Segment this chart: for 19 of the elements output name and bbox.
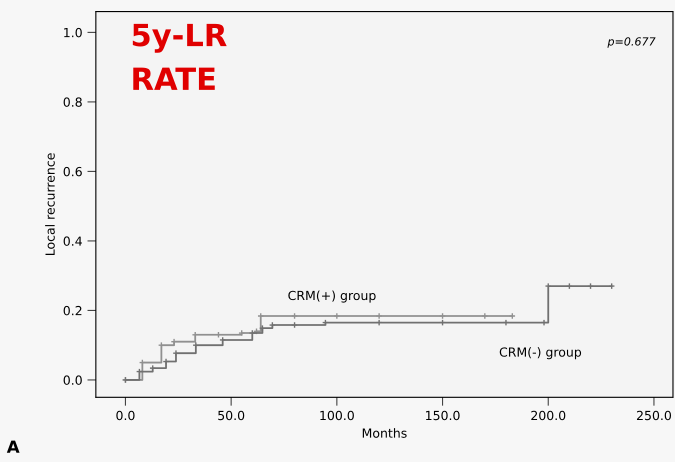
annotation: p=0.677 — [607, 37, 656, 48]
x-tick-label: 0.0 — [116, 410, 135, 420]
x-tick-label: 100.0 — [320, 410, 354, 420]
x-tick-label: 200.0 — [531, 410, 566, 420]
y-tick-label: 1.0 — [64, 28, 82, 38]
annotation: 5y-LR RATE — [132, 24, 227, 90]
series-label: CRM(+) group — [288, 290, 376, 303]
x-tick-label: 150.0 — [426, 410, 460, 420]
x-tick-label: 50.0 — [218, 410, 244, 420]
x-axis-title: Months — [362, 428, 407, 438]
y-axis-title: Local recurrence — [45, 153, 55, 256]
y-tick-label: 0.4 — [64, 236, 82, 246]
y-tick-label: 0.6 — [64, 166, 82, 176]
x-tick-label: 250.0 — [636, 410, 672, 420]
y-tick-label: 0.8 — [64, 97, 82, 107]
text: A — [6, 440, 20, 453]
y-tick-label: 0.2 — [64, 306, 82, 316]
series-label: CRM(-) group — [500, 347, 582, 360]
y-tick-label: 0.0 — [64, 375, 82, 385]
